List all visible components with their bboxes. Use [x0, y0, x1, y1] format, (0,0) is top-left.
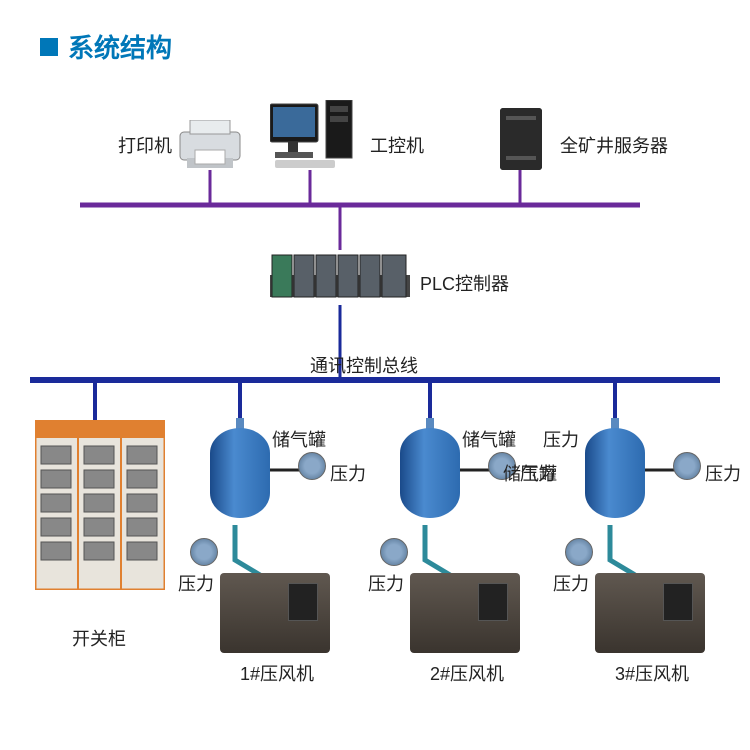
compressor-unit-2: 储气罐 压力 压力 2#压风机 [380, 418, 560, 668]
pressure-gauge-icon [673, 452, 701, 480]
pressure-label: 压力 [553, 570, 589, 596]
server-icon [500, 108, 542, 170]
compressor-icon [595, 573, 705, 653]
compressor-name: 1#压风机 [240, 660, 314, 686]
pressure-label: 压力 [543, 426, 579, 452]
pressure-gauge-icon [190, 538, 218, 566]
tank-label: 储气罐 [462, 426, 516, 452]
pressure-label: 压力 [705, 460, 741, 486]
pressure-gauge-icon [380, 538, 408, 566]
tank-label: 储气罐 [503, 460, 557, 486]
bus-label: 通讯控制总线 [310, 352, 418, 378]
printer-label: 打印机 [118, 132, 172, 158]
pressure-label: 压力 [368, 570, 404, 596]
air-tank-icon [585, 418, 645, 528]
air-tank-icon [210, 418, 270, 528]
compressor-name: 3#压风机 [615, 660, 689, 686]
plc-label: PLC控制器 [420, 270, 509, 296]
air-tank-icon [400, 418, 460, 528]
cabinet-label: 开关柜 [72, 625, 126, 651]
printer-icon [175, 120, 245, 170]
compressor-icon [220, 573, 330, 653]
pressure-gauge-icon [298, 452, 326, 480]
pressure-gauge-icon [565, 538, 593, 566]
compressor-unit-3: 储气罐 压力 压力 压力 3#压风机 [565, 418, 745, 668]
ipc-label: 工控机 [370, 132, 424, 158]
server-label: 全矿井服务器 [560, 132, 668, 158]
plc-icon [270, 250, 410, 305]
ipc-icon [270, 100, 360, 170]
compressor-name: 2#压风机 [430, 660, 504, 686]
compressor-unit-1: 储气罐 压力 压力 1#压风机 [190, 418, 370, 668]
pressure-label: 压力 [178, 570, 214, 596]
pressure-label: 压力 [330, 460, 366, 486]
tank-label: 储气罐 [272, 426, 326, 452]
compressor-icon [410, 573, 520, 653]
switch-cabinet-icon [35, 420, 165, 590]
